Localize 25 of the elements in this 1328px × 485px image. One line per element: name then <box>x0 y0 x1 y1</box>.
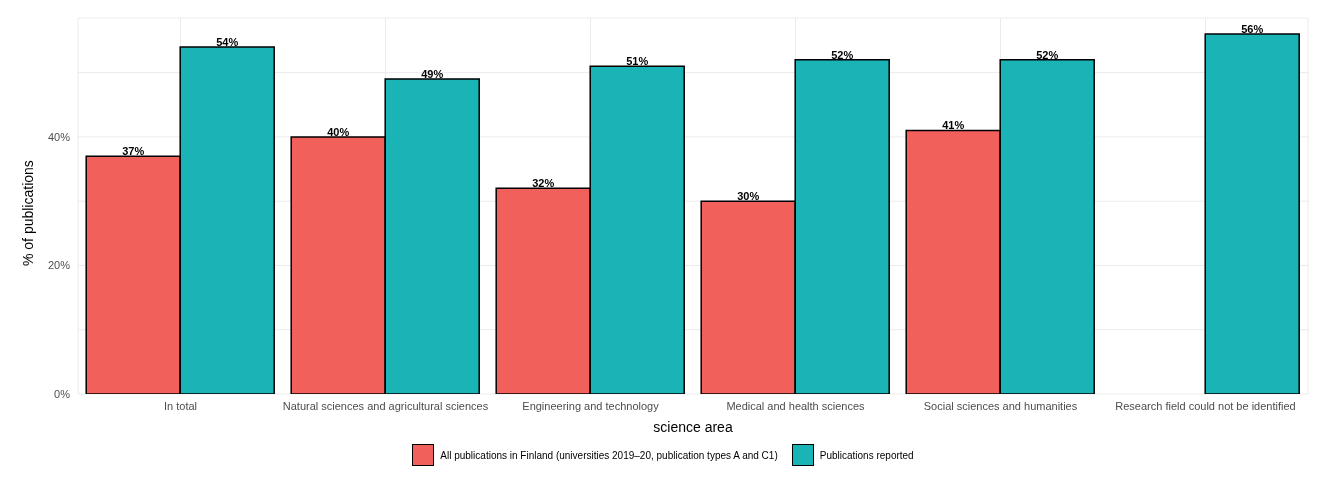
y-tick-label: 40% <box>47 130 71 143</box>
data-label: 49% <box>421 68 444 81</box>
x-tick-label: Natural sciences and agricultural sciences <box>282 399 489 412</box>
x-tick-label: Research field could not be identified <box>1115 399 1296 412</box>
legend-label: All publications in Finland (universities 2019–20, publication types A and C1) <box>440 449 778 461</box>
data-label: 41% <box>942 119 965 132</box>
x-axis-title: science area <box>653 419 733 435</box>
data-label: 40% <box>327 125 350 138</box>
data-label: 32% <box>532 177 555 190</box>
x-tick-label: In total <box>163 399 198 412</box>
legend-label: Publications reported <box>819 449 914 461</box>
data-label: 52% <box>1036 48 1059 61</box>
x-tick-label: Engineering and technology <box>522 399 660 412</box>
y-tick-label: 20% <box>47 259 71 272</box>
data-label: 52% <box>831 48 854 61</box>
x-tick-label: Social sciences and humanities <box>923 399 1078 412</box>
x-tick-label: Medical and health sciences <box>726 399 866 412</box>
data-label: 56% <box>1241 23 1264 36</box>
data-label: 37% <box>122 145 145 158</box>
data-label: 54% <box>216 35 239 48</box>
y-axis-title: % of publications <box>19 160 36 266</box>
data-label: 51% <box>626 55 649 68</box>
bar <box>1204 33 1300 394</box>
y-tick-label: 0% <box>54 387 71 400</box>
data-label: 30% <box>737 190 760 203</box>
